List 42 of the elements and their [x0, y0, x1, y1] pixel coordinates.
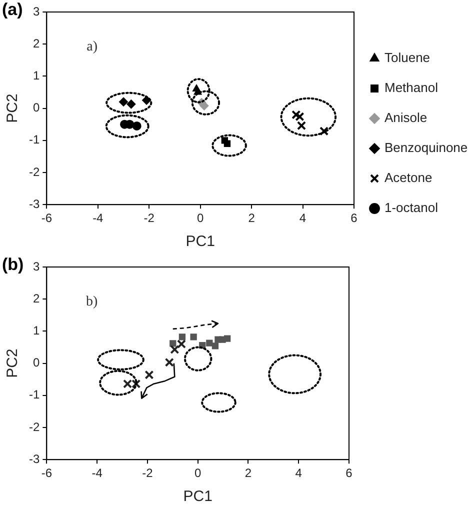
x-tick-label: -2 [142, 466, 154, 480]
annotation: b) [86, 294, 98, 310]
legend-label: Methanol [384, 80, 438, 96]
x-tick-label: 6 [346, 466, 353, 480]
legend-label: Benzoquinone [384, 140, 468, 156]
legend-label: 1-octanol [384, 200, 438, 216]
y-tick-label: 0 [32, 356, 40, 370]
y-tick-label: 1 [32, 68, 40, 83]
y-tick-label: -1 [29, 388, 40, 402]
x-tick-label: 0 [194, 466, 202, 480]
x-tick-label: -2 [144, 211, 155, 226]
y-axis-title: PC2 [4, 348, 22, 378]
x-tick-label: 4 [295, 466, 302, 480]
x-tick-label: -6 [41, 211, 52, 226]
y-tick-label: 1 [32, 324, 40, 338]
x-tick-label: 4 [299, 211, 306, 226]
x-tick-label: 0 [196, 211, 204, 226]
y-axis-title: PC2 [4, 94, 22, 123]
x-axis-title: PC1 [186, 233, 215, 250]
x-tick-label: 6 [350, 211, 358, 226]
y-tick-label: -3 [29, 196, 40, 211]
y-tick-label: 2 [32, 36, 40, 50]
annotation: a) [86, 39, 98, 54]
legend-label: Toluene [384, 50, 430, 66]
chart-title: (b) [2, 255, 24, 275]
x-tick-label: 2 [248, 211, 256, 226]
x-tick-label: 2 [244, 466, 252, 480]
y-tick-label: -3 [29, 452, 40, 466]
y-tick-label: 0 [32, 100, 40, 115]
legend-label: Anisole [384, 110, 428, 126]
y-tick-label: 3 [32, 4, 40, 18]
x-tick-label: -6 [41, 466, 52, 480]
y-tick-label: 3 [32, 259, 40, 274]
x-axis-title: PC1 [183, 488, 212, 506]
chart-title: (a) [2, 0, 23, 20]
x-tick-label: -4 [92, 466, 103, 480]
y-tick-label: -2 [29, 164, 40, 179]
y-tick-label: -2 [29, 420, 40, 434]
legend-label: Acetone [384, 170, 432, 186]
x-tick-label: -4 [92, 211, 104, 226]
y-tick-label: 2 [32, 291, 40, 306]
y-tick-label: -1 [29, 132, 40, 147]
